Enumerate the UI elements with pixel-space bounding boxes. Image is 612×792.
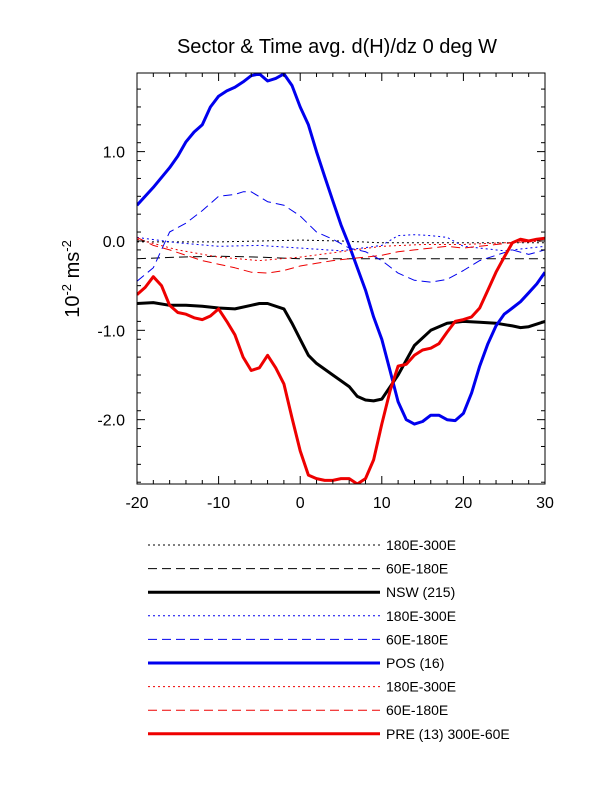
plot-lines: [137, 73, 545, 484]
series-line-3: [137, 301, 545, 403]
plot-frame: [136, 72, 546, 485]
x-tick-label: 10: [373, 495, 391, 512]
x-axis: -20 -10 0 10 20 30: [125, 73, 554, 512]
legend-label: POS (16): [386, 655, 444, 671]
legend-label: 60E-180E: [386, 631, 448, 647]
legend-label: 180E-300E: [386, 537, 456, 553]
series-line-1: [137, 239, 545, 244]
series-line-8: [137, 236, 545, 274]
y-tick-label: 1.0: [103, 145, 125, 162]
legend-label: 180E-300E: [386, 608, 456, 624]
x-tick-label: 20: [455, 495, 473, 512]
legend-label: PRE (13) 300E-60E: [386, 726, 510, 742]
x-tick-label: 30: [536, 495, 554, 512]
series-line-7: [137, 238, 545, 262]
series-line-9: [137, 236, 545, 484]
legend-label: NSW (215): [386, 584, 455, 600]
x-tick-label: 0: [296, 495, 305, 512]
chart-title: Sector & Time avg. d(H)/dz 0 deg W: [177, 36, 497, 58]
series-line-2: [137, 255, 545, 260]
series-line-5: [137, 191, 545, 283]
y-axis: 1.0 0.0 -1.0 -2.0: [97, 88, 545, 483]
legend-label: 180E-300E: [386, 679, 456, 695]
series-line-4: [137, 234, 545, 252]
legend-label: 60E-180E: [386, 702, 448, 718]
y-tick-label: -2.0: [97, 413, 125, 430]
y-tick-label: -1.0: [97, 323, 125, 340]
series-line-6: [137, 73, 545, 426]
y-axis-label: 10-2 ms-2: [59, 240, 84, 318]
x-tick-label: -20: [125, 495, 148, 512]
legend: 180E-300E 60E-180E NSW (215) 180E-300E 60E-1…: [148, 537, 510, 742]
x-tick-label: -10: [207, 495, 230, 512]
y-tick-label: 0.0: [103, 234, 125, 251]
legend-label: 60E-180E: [386, 561, 448, 577]
